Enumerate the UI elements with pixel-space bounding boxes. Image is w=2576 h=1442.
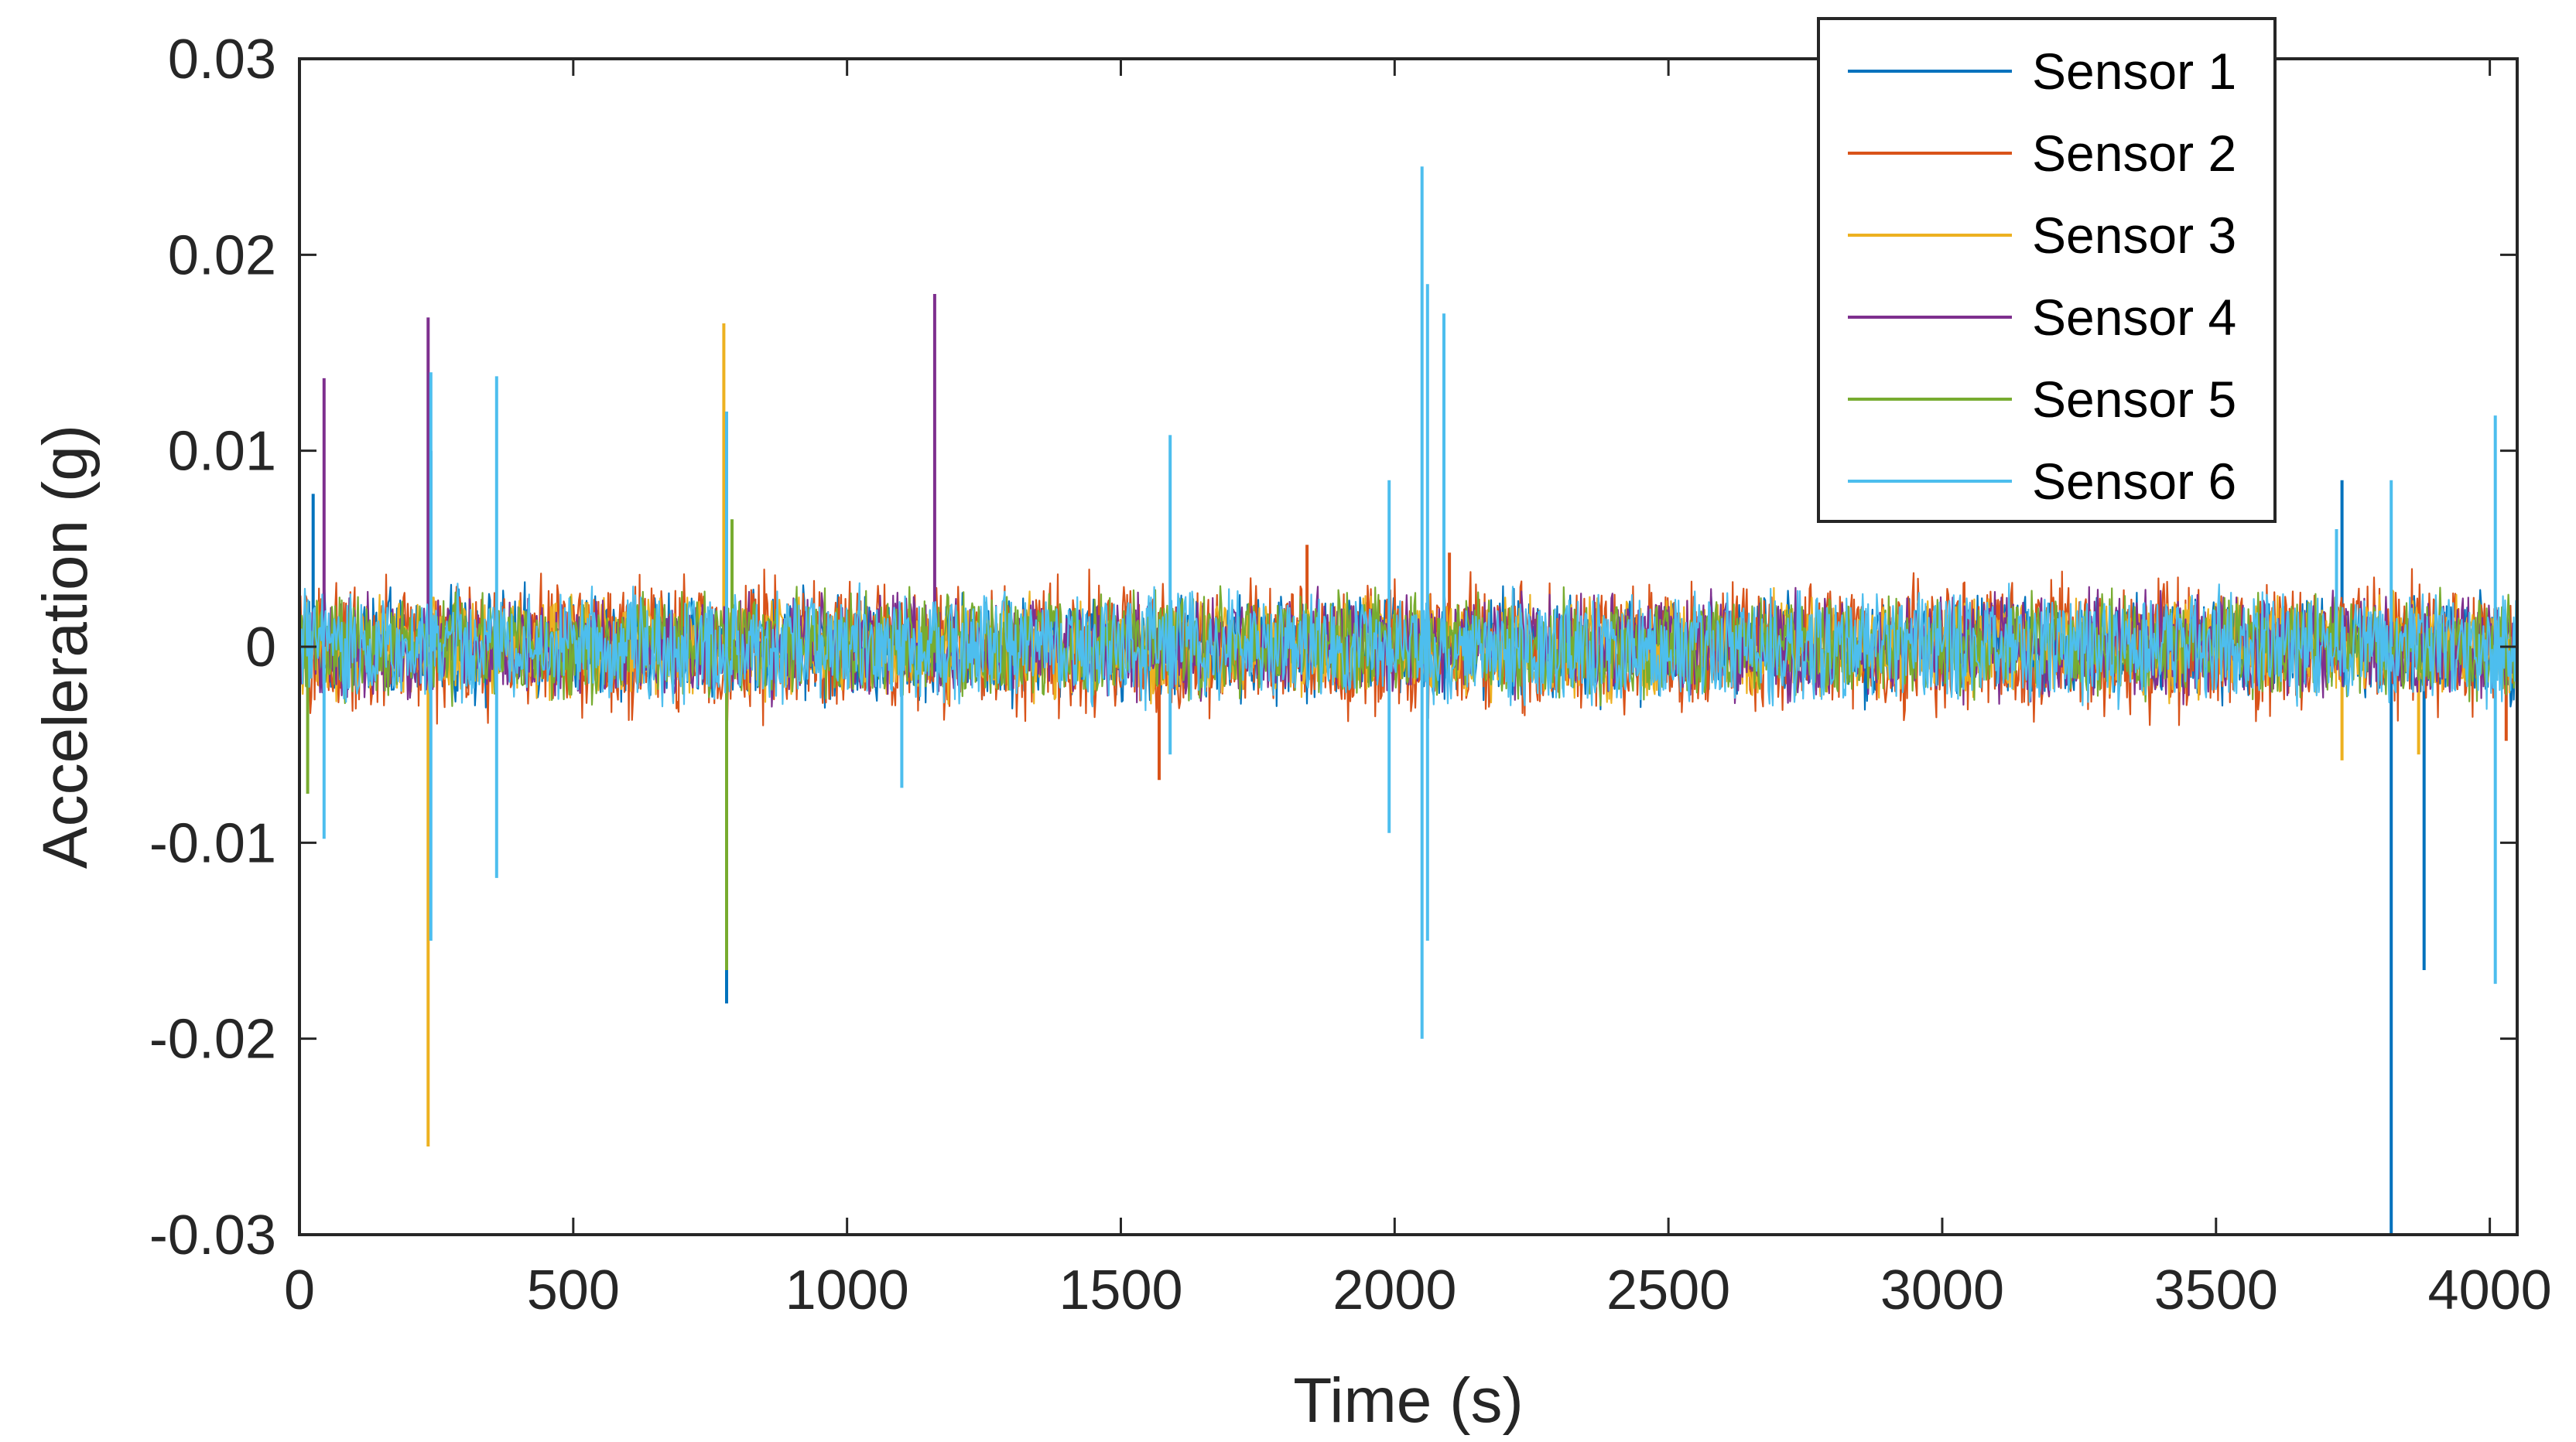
- x-tick-label: 2500: [1606, 1259, 1730, 1321]
- y-tick-label: -0.01: [149, 812, 276, 874]
- legend-label-sensor-6: Sensor 6: [2032, 453, 2236, 510]
- y-tick-label: 0.03: [168, 29, 276, 91]
- y-tick-label: 0: [245, 617, 276, 678]
- legend-label-sensor-4: Sensor 4: [2032, 289, 2236, 346]
- legend-label-sensor-1: Sensor 1: [2032, 43, 2236, 100]
- x-tick-label: 3500: [2154, 1259, 2278, 1321]
- y-tick-label: -0.02: [149, 1009, 276, 1071]
- x-tick-label: 500: [527, 1259, 620, 1321]
- legend: Sensor 1 Sensor 2 Sensor 3 Sensor 4 Sensor 5…: [1817, 17, 2277, 523]
- x-axis-title: Time (s): [1293, 1365, 1524, 1436]
- x-tick-label: 1000: [785, 1259, 909, 1321]
- legend-label-sensor-2: Sensor 2: [2032, 125, 2236, 182]
- series-line-sensor-6: [299, 582, 2517, 712]
- y-axis-title: Acceleration (g): [30, 425, 101, 869]
- x-tick-label: 2000: [1332, 1259, 1456, 1321]
- x-tick-label: 3000: [1880, 1259, 2004, 1321]
- legend-label-sensor-5: Sensor 5: [2032, 371, 2236, 428]
- y-tick-label: -0.03: [149, 1205, 276, 1266]
- x-tick-label: 1500: [1059, 1259, 1182, 1321]
- x-tick-label: 4000: [2428, 1259, 2552, 1321]
- y-tick-label: 0.02: [168, 224, 276, 286]
- legend-box: [1817, 17, 2277, 523]
- x-tick-label: 0: [284, 1259, 315, 1321]
- legend-label-sensor-3: Sensor 3: [2032, 207, 2236, 264]
- y-tick-label: 0.01: [168, 421, 276, 483]
